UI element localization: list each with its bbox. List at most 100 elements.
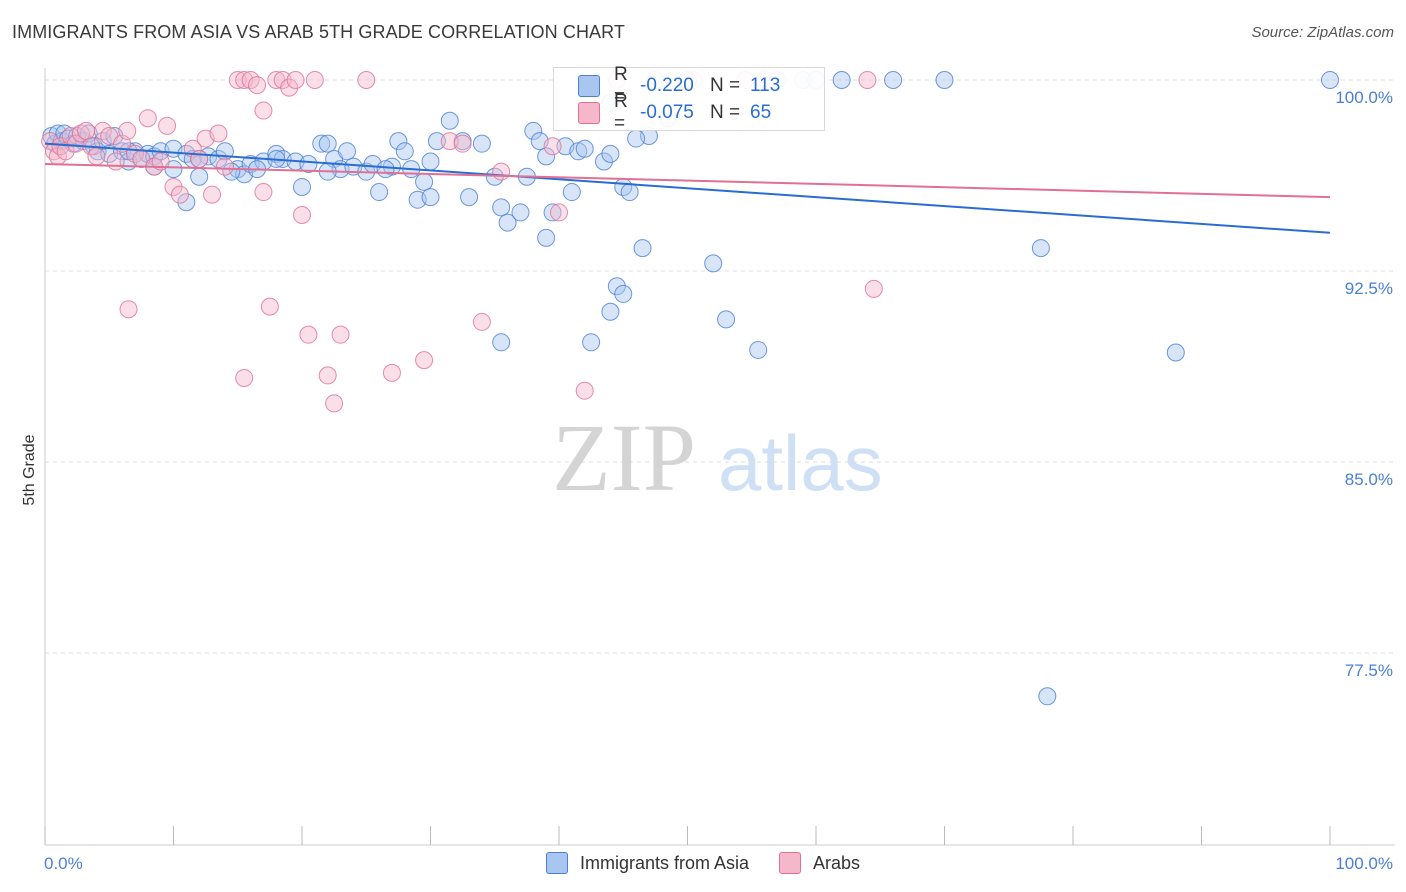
legend-swatch-arabs	[578, 102, 600, 124]
point-1-21	[158, 116, 177, 135]
source-label: Source: ZipAtlas.com	[1251, 24, 1394, 41]
bottom-legend-arabs[interactable]: Arabs	[779, 852, 860, 874]
point-1-64	[254, 183, 273, 202]
point-1-22	[164, 177, 183, 196]
point-1-29	[215, 157, 234, 176]
point-0-88	[1038, 687, 1057, 706]
point-1-20	[151, 152, 170, 171]
point-1-47	[415, 351, 434, 370]
point-1-36	[273, 71, 292, 89]
legend-swatch-asia	[578, 75, 600, 97]
legend-r-value: -0.075	[640, 102, 694, 123]
x-tick-label-right: 100.0%	[1335, 854, 1393, 873]
point-0-37	[299, 155, 318, 174]
point-1-63	[260, 297, 279, 316]
point-1-43	[325, 394, 344, 413]
point-1-62	[235, 368, 254, 387]
point-1-0	[41, 132, 60, 151]
bottom-legend-asia[interactable]: Immigrants from Asia	[545, 852, 749, 874]
trend-line-1	[44, 163, 1331, 199]
point-0-109	[537, 228, 556, 247]
point-0-110	[177, 193, 196, 212]
point-0-25	[190, 167, 209, 186]
point-1-27	[203, 185, 222, 204]
point-1-8	[77, 121, 96, 140]
series-1	[41, 71, 883, 413]
point-0-93	[601, 302, 620, 321]
point-0-85	[884, 71, 903, 89]
legend-row-asia: R = -0.220 N = 113	[578, 64, 781, 107]
point-0-80	[749, 340, 768, 359]
point-1-39	[293, 205, 311, 224]
point-0-46	[370, 183, 389, 202]
trend-lines	[44, 142, 1331, 234]
watermark-zip: ZIP	[552, 404, 696, 511]
point-1-37	[280, 78, 299, 97]
y-tick-label-1: 92.5%	[1345, 279, 1393, 298]
point-1-30	[228, 71, 247, 89]
point-0-94	[607, 277, 626, 296]
legend-box: R = -0.220 N = 113 R = -0.075 N = 65	[553, 64, 825, 134]
point-0-36	[293, 177, 311, 196]
point-1-44	[331, 325, 350, 344]
bottom-legend-swatch-arabs	[779, 852, 801, 874]
point-0-104	[376, 160, 395, 179]
trend-line-0	[44, 142, 1331, 234]
point-1-33	[248, 76, 267, 95]
legend-n-value: 113	[750, 75, 781, 96]
point-1-61	[119, 300, 138, 319]
point-0-106	[421, 188, 440, 207]
point-1-6	[66, 134, 85, 153]
series-0	[42, 71, 1339, 706]
point-0-89	[1166, 343, 1185, 362]
tick-labels: 100.0% 92.5% 85.0% 77.5% 0.0% 100.0%	[44, 88, 1393, 873]
legend-row-arabs: R = -0.075 N = 65	[578, 91, 772, 134]
legend-r-value: -0.220	[640, 75, 694, 96]
point-0-95	[614, 284, 633, 303]
point-0-62	[524, 121, 543, 140]
point-0-56	[460, 188, 479, 207]
point-0-60	[498, 213, 517, 232]
point-1-46	[382, 363, 401, 382]
point-0-54	[440, 111, 459, 130]
point-0-69	[575, 139, 594, 158]
point-0-53	[427, 132, 446, 151]
point-0-57	[472, 134, 491, 153]
point-0-92	[582, 333, 601, 352]
x-tick-label-left: 0.0%	[44, 854, 83, 873]
point-0-70	[594, 152, 613, 171]
point-1-7	[71, 124, 90, 143]
bottom-legend: Immigrants from Asia Arabs	[0, 852, 1406, 874]
point-1-51	[492, 162, 511, 181]
point-1-41	[305, 71, 324, 89]
bottom-legend-label-arabs: Arabs	[813, 852, 861, 873]
point-0-51	[415, 172, 434, 191]
point-0-38	[312, 134, 331, 153]
point-0-59	[492, 198, 511, 217]
point-1-10	[87, 147, 106, 166]
point-0-61	[511, 203, 530, 222]
point-0-64	[537, 147, 556, 166]
point-1-45	[357, 71, 376, 89]
point-1-53	[550, 203, 568, 222]
point-1-52	[543, 137, 562, 156]
point-0-49	[395, 142, 414, 161]
point-1-34	[254, 101, 273, 120]
point-0-87	[1031, 239, 1050, 258]
point-0-79	[717, 310, 736, 329]
point-0-71	[601, 144, 620, 163]
point-1-59	[858, 71, 877, 89]
watermark-atlas: atlas	[718, 419, 883, 507]
point-0-91	[492, 333, 511, 352]
point-0-67	[562, 183, 581, 202]
point-0-78	[704, 254, 723, 273]
point-0-90	[1321, 71, 1339, 89]
legend-n-value: 65	[750, 102, 772, 123]
legend-n-label: N =	[710, 102, 741, 123]
point-1-15	[118, 121, 137, 140]
point-0-74	[633, 239, 652, 258]
y-axis-label: 5th Grade	[21, 434, 38, 505]
watermark: ZIP atlas	[552, 404, 883, 511]
point-0-86	[935, 71, 954, 89]
